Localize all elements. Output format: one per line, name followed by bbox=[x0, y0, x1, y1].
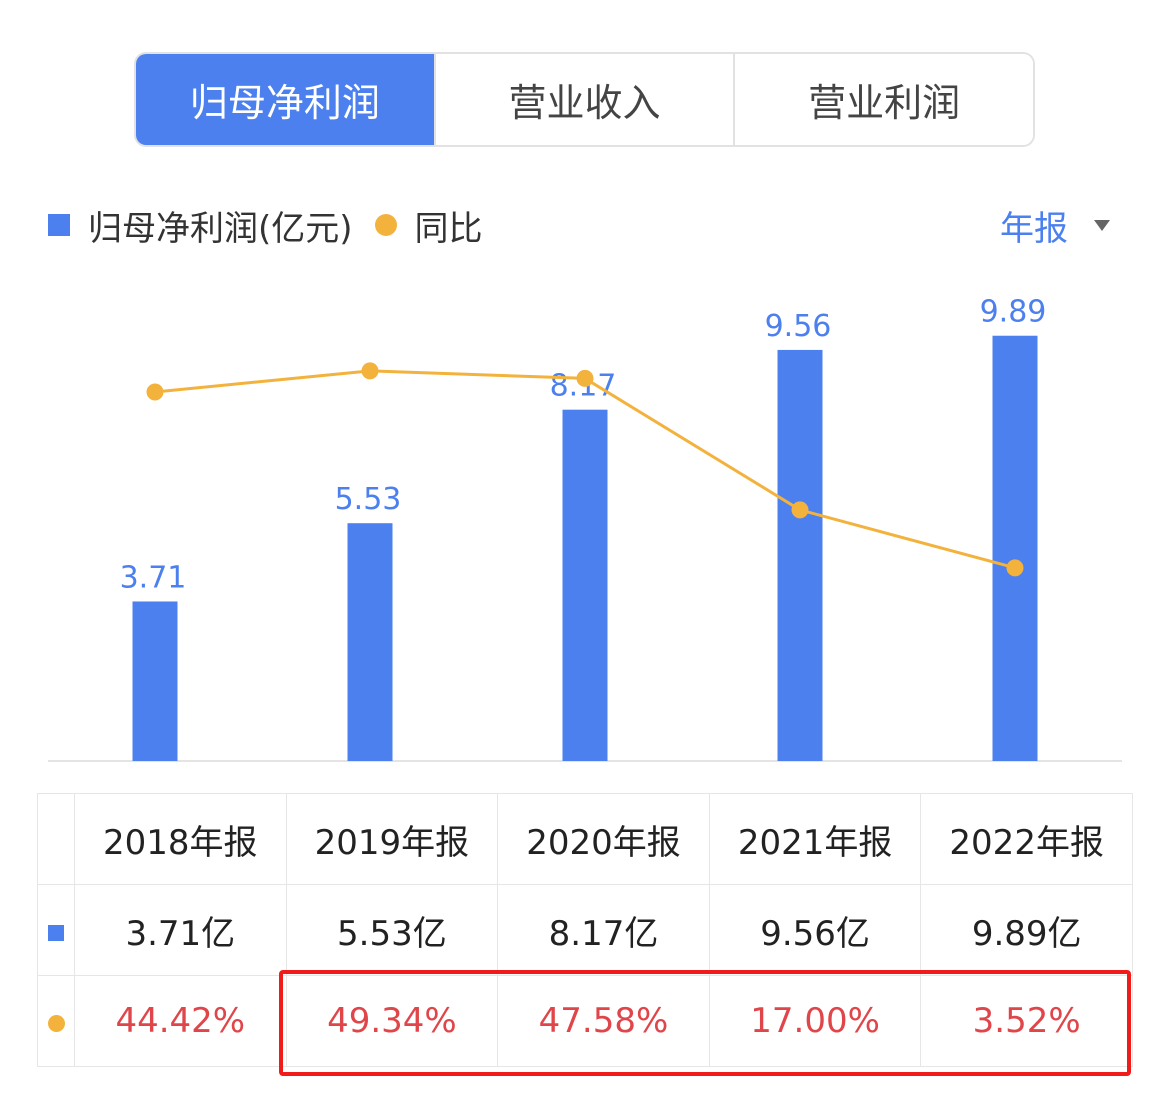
line-series-icon bbox=[37, 975, 75, 1067]
tab-revenue[interactable]: 营业收入 bbox=[433, 54, 734, 145]
tab-operating-profit[interactable]: 营业利润 bbox=[733, 54, 1033, 145]
yoy-point bbox=[146, 383, 164, 401]
table-header-cell: 2022年报 bbox=[920, 793, 1133, 885]
table-row-profit: 3.71亿 5.53亿 8.17亿 9.56亿 9.89亿 bbox=[37, 884, 1133, 976]
bar bbox=[562, 409, 608, 761]
bar bbox=[992, 335, 1038, 761]
table-corner-cell bbox=[37, 793, 75, 885]
table-header-cell: 2019年报 bbox=[285, 793, 499, 885]
bar-value-label: 9.89 bbox=[980, 295, 1047, 330]
profit-cell: 3.71亿 bbox=[74, 884, 287, 976]
yoy-cell: 47.58% bbox=[497, 975, 710, 1067]
yoy-point bbox=[791, 501, 809, 519]
yoy-cell: 17.00% bbox=[708, 975, 922, 1067]
table-header-cell: 2018年报 bbox=[74, 793, 287, 885]
bar-value-label: 9.56 bbox=[765, 309, 832, 344]
yoy-cell: 49.34% bbox=[285, 975, 499, 1067]
period-label: 年报 bbox=[1000, 208, 1068, 249]
table-header-cell: 2021年报 bbox=[708, 793, 922, 885]
period-selector[interactable]: 年报 bbox=[1000, 200, 1110, 250]
bar bbox=[777, 349, 823, 761]
caret-down-icon bbox=[1094, 219, 1110, 231]
bar-legend-label: 归母净利润(亿元) bbox=[88, 208, 353, 249]
table-row-yoy: 44.42% 49.34% 47.58% 17.00% 3.52% bbox=[37, 975, 1133, 1067]
yoy-point bbox=[576, 369, 594, 387]
line-legend-label: 同比 bbox=[414, 208, 483, 249]
metric-tabs: 归母净利润 营业收入 营业利润 bbox=[134, 52, 1035, 147]
table-header-row: 2018年报 2019年报 2020年报 2021年报 2022年报 bbox=[37, 793, 1133, 885]
yoy-cell: 44.42% bbox=[74, 975, 287, 1067]
profit-cell: 9.56亿 bbox=[708, 884, 922, 976]
bar-legend-swatch bbox=[48, 214, 70, 236]
profit-chart: 3.715.538.179.569.89 bbox=[48, 295, 1122, 762]
data-table: 2018年报 2019年报 2020年报 2021年报 2022年报 3.71亿… bbox=[37, 793, 1133, 1067]
bar bbox=[132, 601, 178, 761]
bar-value-label: 5.53 bbox=[335, 482, 402, 517]
yoy-point bbox=[1006, 559, 1024, 577]
line-legend-swatch bbox=[374, 214, 397, 236]
profit-cell: 9.89亿 bbox=[920, 884, 1133, 976]
chart-legend: 归母净利润(亿元) 同比 bbox=[48, 200, 483, 250]
table-header-cell: 2020年报 bbox=[497, 793, 710, 885]
tab-net-profit[interactable]: 归母净利润 bbox=[136, 54, 434, 145]
profit-cell: 8.17亿 bbox=[497, 884, 710, 976]
bar bbox=[347, 523, 393, 761]
profit-cell: 5.53亿 bbox=[285, 884, 499, 976]
yoy-cell: 3.52% bbox=[920, 975, 1133, 1067]
bar-value-label: 3.71 bbox=[120, 560, 187, 595]
yoy-point bbox=[361, 362, 379, 380]
bar-series-icon bbox=[37, 884, 75, 976]
